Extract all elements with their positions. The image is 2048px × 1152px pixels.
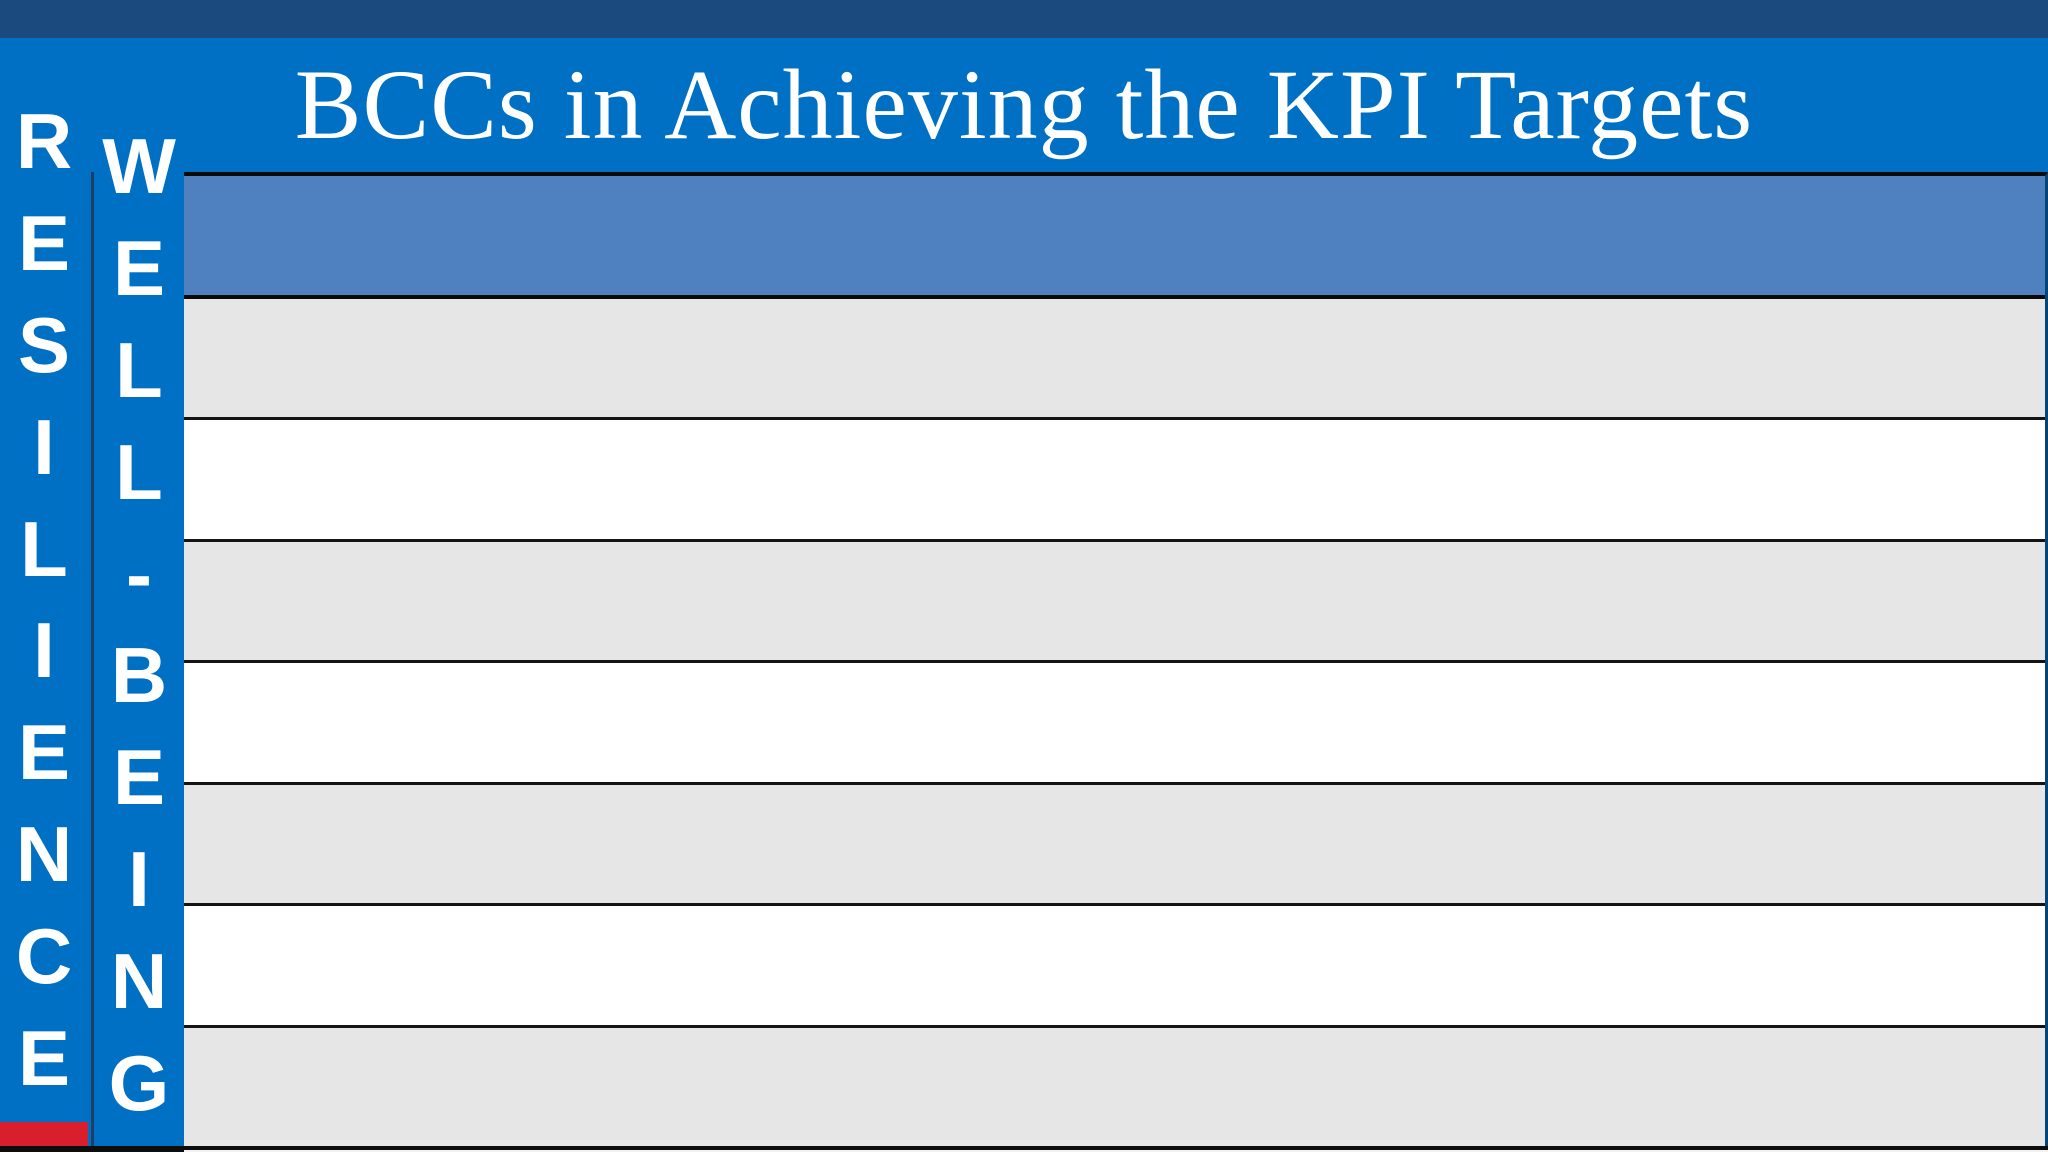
- vertical-letter: L: [20, 504, 68, 593]
- vertical-letter: E: [17, 1013, 71, 1102]
- vertical-letter: R: [15, 97, 73, 185]
- table-row: [184, 784, 2045, 907]
- vertical-label-wellbeing: W E L L - B E I N G: [95, 122, 183, 1127]
- page-title: BCCs in Achieving the KPI Targets: [294, 49, 1754, 160]
- vertical-letter: C: [15, 912, 73, 1000]
- vertical-letter: E: [17, 198, 71, 287]
- vertical-letter: L: [115, 427, 163, 516]
- table-row: [184, 541, 2045, 664]
- top-navy-bar: [0, 0, 2048, 38]
- table-row: [184, 1027, 2045, 1146]
- vertical-letter: S: [17, 300, 71, 389]
- table-row: [184, 299, 2045, 421]
- table-header-row: [184, 176, 2045, 299]
- bottom-edge-sliver: [184, 1150, 2048, 1152]
- kpi-table: [184, 172, 2048, 1146]
- table-row: [184, 663, 2045, 785]
- vertical-letter: B: [110, 631, 168, 720]
- vertical-letter: E: [112, 223, 166, 312]
- table-row: [184, 906, 2045, 1028]
- vertical-label-resilience: R E S I L I E N C E: [0, 97, 88, 1102]
- title-band: BCCs in Achieving the KPI Targets: [0, 38, 2048, 172]
- vertical-letter: G: [108, 1038, 170, 1127]
- vertical-letter: I: [33, 606, 55, 695]
- vertical-letter: E: [17, 708, 71, 797]
- vertical-letter: L: [115, 325, 163, 414]
- strip-divider-line: [91, 172, 94, 1146]
- vertical-letter: E: [112, 733, 166, 822]
- vertical-letter: W: [102, 122, 176, 210]
- vertical-letter: I: [128, 835, 150, 924]
- vertical-letter: N: [15, 810, 73, 899]
- bottom-rule: [0, 1146, 2048, 1152]
- vertical-letter: N: [110, 937, 168, 1025]
- table-row: [184, 420, 2045, 542]
- vertical-letter: I: [33, 402, 55, 491]
- red-accent-block: [0, 1122, 88, 1146]
- vertical-letter: -: [126, 529, 152, 618]
